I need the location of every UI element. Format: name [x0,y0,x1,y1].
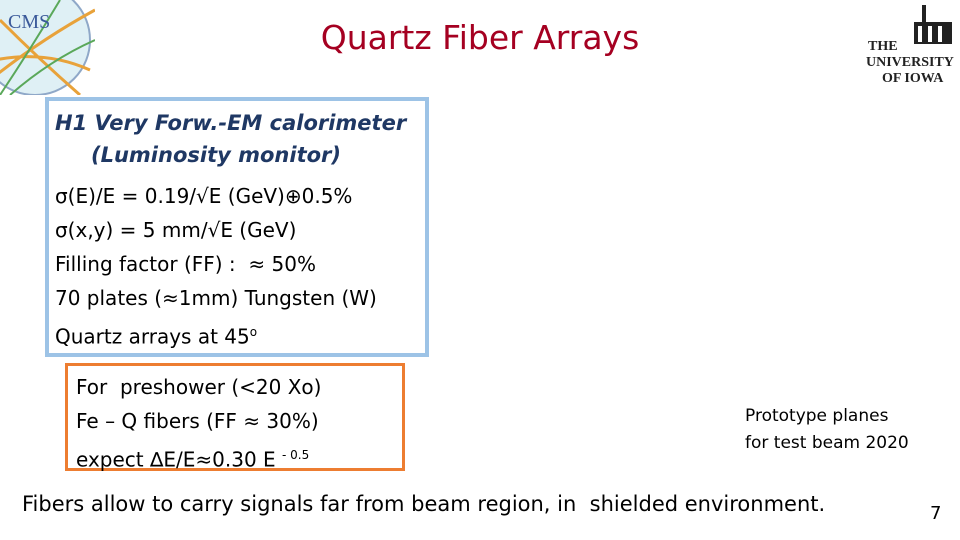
iowa-logo: THE UNIVERSITY OF IOWA [866,5,954,86]
superscript: o [249,325,258,339]
line: expect ∆E/E≈0.30 E - 0.5 [76,438,402,477]
line: For preshower (<20 Xo) [76,375,322,399]
line: 70 plates (≈1mm) Tungsten (W) [55,286,377,310]
caption-line: for test beam 2020 [745,433,909,453]
calorimeter-box: H1 Very Forw.-EM calorimeter (Luminosity… [45,97,429,357]
preshower-box: For preshower (<20 Xo) Fe – Q fibers (FF… [65,363,405,472]
line-text: expect ∆E/E≈0.30 E [76,447,276,472]
iowa-line: THE [868,39,898,54]
line: Filling factor (FF) : ≈ 50% [55,252,316,276]
iowa-line: UNIVERSITY [866,55,954,70]
line: σ(E)/E = 0.19/√E (GeV)⊕0.5% [55,184,353,208]
caption: Prototype planes for test beam 2020 [745,403,909,457]
title: Quartz Fiber Arrays [320,18,640,57]
superscript: - 0.5 [282,448,310,462]
iowa-text: THE UNIVERSITY OF IOWA [866,39,954,86]
cms-text: CMS [8,11,50,33]
heading: (Luminosity monitor) [91,143,342,167]
iowa-line: OF IOWA [882,71,944,86]
cms-logo: CMS [0,0,95,95]
caption-line: Prototype planes [745,406,889,426]
heading: H1 Very Forw.-EM calorimeter [55,111,407,135]
line: σ(x,y) = 5 mm/√E (GeV) [55,218,297,242]
line: Fe – Q fibers (FF ≈ 30%) [76,409,319,433]
line-text: Quartz arrays at 45 [55,324,250,349]
page-number: 7 [930,503,942,524]
line: Quartz arrays at 45o [55,315,425,354]
footer: Fibers allow to carry signals far from b… [22,492,826,516]
